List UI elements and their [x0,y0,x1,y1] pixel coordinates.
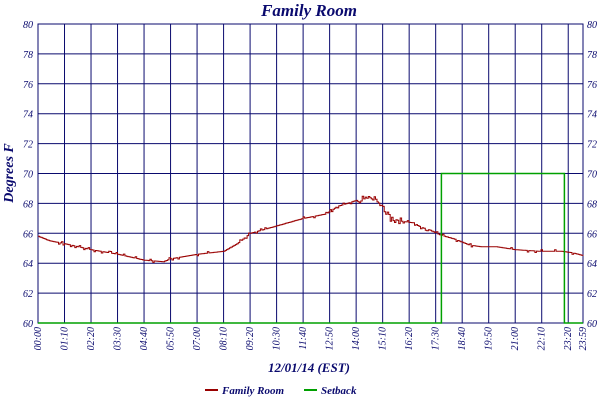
x-tick-label: 09:20 [245,327,256,350]
y-tick-label-right: 62 [587,289,597,300]
x-tick-label: 04:40 [139,327,150,350]
y-tick-label-right: 78 [587,50,597,61]
y-tick-label-right: 70 [587,170,597,181]
y-tick-label-right: 72 [587,140,597,151]
x-tick-label: 01:10 [60,327,71,350]
y-tick-label-left: 80 [23,20,33,31]
y-tick-label-right: 64 [587,259,597,270]
y-tick-label-right: 60 [587,319,597,330]
x-tick-label: 12:50 [325,327,336,350]
y-tick-label-left: 68 [23,199,33,210]
y-tick-label-right: 76 [587,80,597,91]
x-ticks: 00:00 01:10 02:20 03:30 04:40 05:50 07:00 08:10… [33,327,589,350]
y-tick-label-left: 78 [23,50,33,61]
x-tick-label: 07:00 [192,327,203,350]
y-tick-label-right: 66 [587,229,597,240]
y-tick-label-right: 80 [587,20,597,31]
x-tick-label: 08:10 [219,327,230,350]
x-tick-label: 18:40 [457,327,468,350]
x-tick-label: 21:00 [510,327,521,350]
x-tick-label: 11:40 [298,327,309,350]
legend: Family Room Setback [205,385,357,397]
series-group [38,172,584,324]
x-tick-label: 02:20 [86,327,97,350]
y-tick-label-left: 64 [23,259,33,270]
y-tick-label-right: 74 [587,110,597,121]
series-line-family-room [38,195,584,263]
x-tick-label: 03:30 [113,327,124,350]
y-tick-label-left: 66 [23,229,33,240]
y-ticks-left: 60 62 64 66 68 70 72 74 76 78 80 [23,20,33,330]
y-tick-label-right: 68 [587,199,597,210]
x-tick-label: 10:30 [272,327,283,350]
y-ticks-right: 60 62 64 66 68 70 72 74 76 78 80 [587,20,597,330]
series-line-setback [38,172,583,324]
x-tick-label: 23:20 [563,327,574,350]
legend-label-family-room: Family Room [221,385,284,397]
x-tick-label: 19:50 [484,327,495,350]
chart-title: Family Room [260,1,357,20]
x-tick-label: 00:00 [33,327,44,350]
x-tick-label: 16:20 [404,327,415,350]
y-tick-label-left: 70 [23,170,33,181]
y-axis-label: Degrees F [2,143,17,204]
x-tick-label: 22:10 [537,327,548,350]
y-tick-label-left: 76 [23,80,33,91]
x-tick-label: 17:30 [431,327,442,350]
y-tick-label-left: 60 [23,319,33,330]
y-tick-label-left: 74 [23,110,33,121]
x-tick-label: 15:10 [378,327,389,350]
x-tick-label: 14:00 [351,327,362,350]
y-tick-label-left: 72 [23,140,33,151]
x-axis-label: 12/01/14 (EST) [268,360,350,375]
x-tick-label: 05:50 [166,327,177,350]
y-tick-label-left: 62 [23,289,33,300]
x-tick-label: 23:59 [578,327,589,350]
legend-label-setback: Setback [321,385,357,397]
